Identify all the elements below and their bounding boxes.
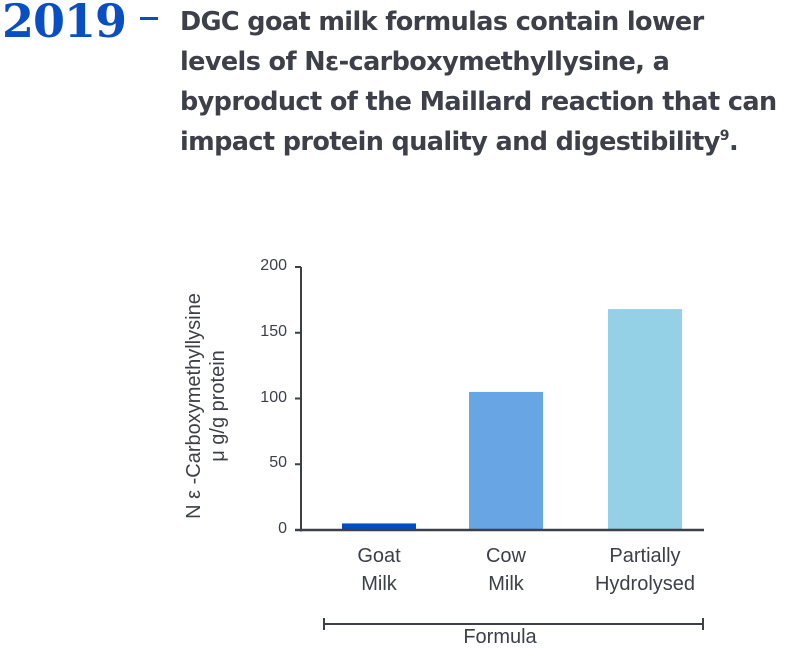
- x-axis-title: Formula: [463, 626, 537, 648]
- x-category-label: Goat Milk: [357, 545, 401, 595]
- year-label: 2019: [2, 0, 127, 48]
- headline: DGC goat milk formulas contain lower lev…: [180, 2, 790, 162]
- y-tick-label: 50: [269, 454, 287, 472]
- x-category-label: Cow Milk: [485, 545, 526, 595]
- y-tick-label: 150: [260, 322, 287, 340]
- bar-cow-milk: [469, 391, 543, 530]
- bar-partially-hydrolysed: [608, 309, 682, 530]
- x-category-label: Partially Hydrolysed: [594, 545, 696, 595]
- y-tick-label: 100: [260, 388, 287, 406]
- y-tick-label: 200: [260, 257, 287, 274]
- y-tick-label: 0: [278, 520, 287, 537]
- headline-period: .: [728, 127, 739, 157]
- reference-superscript: 9: [719, 128, 730, 144]
- bar-goat-milk: [342, 523, 416, 530]
- year-dash: [140, 17, 158, 20]
- headline-text: DGC goat milk formulas contain lower lev…: [180, 7, 777, 157]
